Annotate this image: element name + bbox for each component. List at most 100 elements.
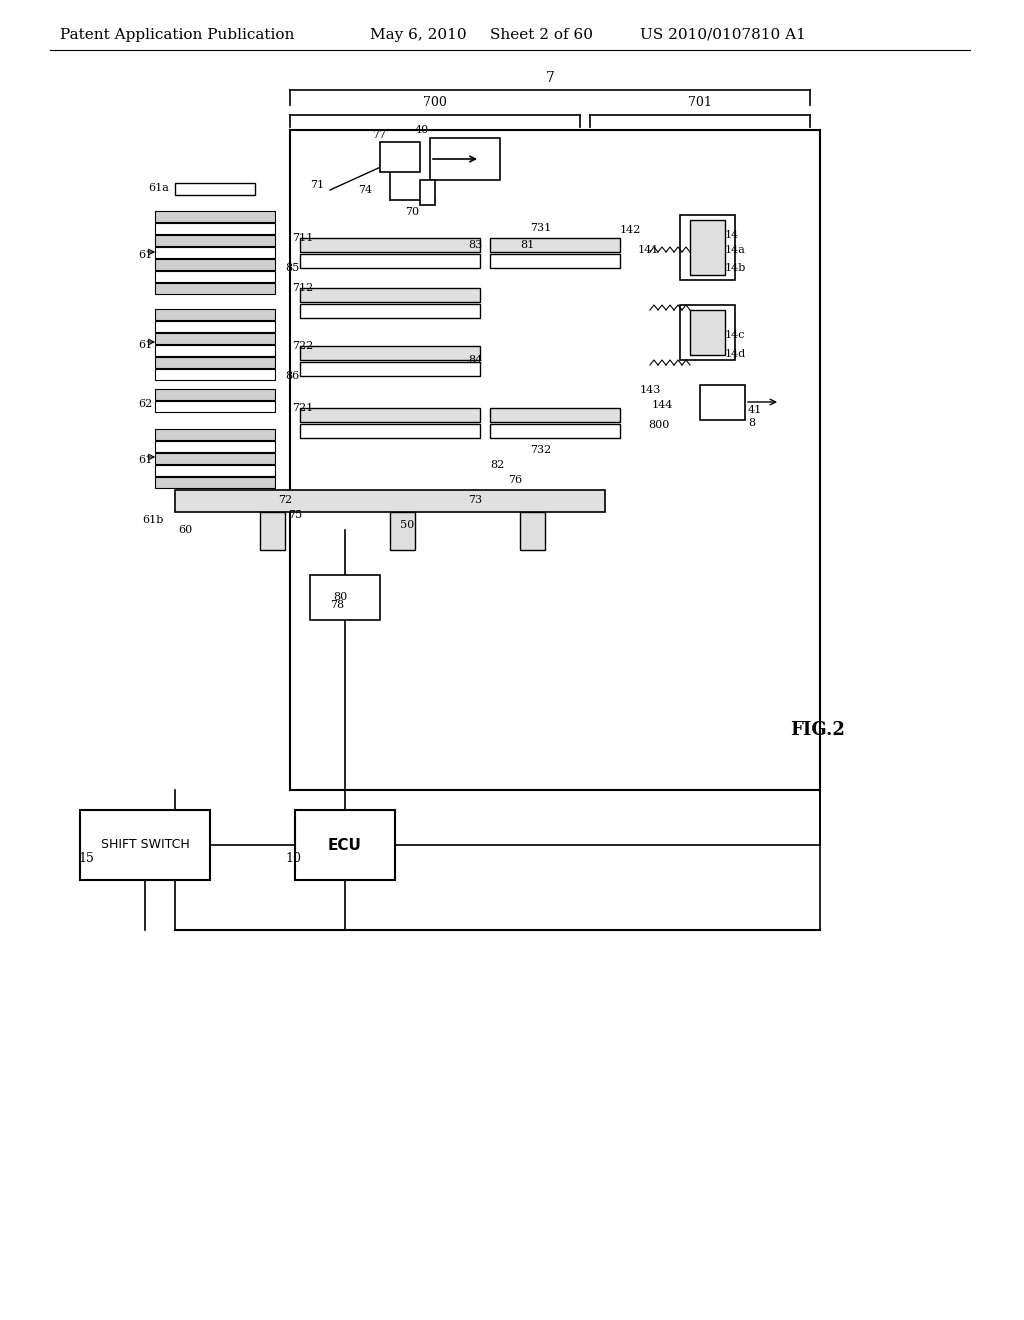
FancyBboxPatch shape <box>490 253 620 268</box>
Text: 8: 8 <box>748 418 755 428</box>
Text: ECU: ECU <box>328 837 361 853</box>
FancyBboxPatch shape <box>155 247 275 257</box>
FancyBboxPatch shape <box>155 370 275 380</box>
FancyBboxPatch shape <box>300 346 480 360</box>
Text: 77: 77 <box>372 129 386 140</box>
Text: 141: 141 <box>638 246 659 255</box>
Text: 70: 70 <box>406 207 419 216</box>
FancyBboxPatch shape <box>310 576 380 620</box>
FancyBboxPatch shape <box>155 282 275 294</box>
FancyBboxPatch shape <box>80 810 210 880</box>
Text: 50: 50 <box>400 520 415 531</box>
Text: 14a: 14a <box>725 246 745 255</box>
Text: 61: 61 <box>138 341 153 350</box>
FancyBboxPatch shape <box>155 401 275 412</box>
Text: 14c: 14c <box>725 330 745 341</box>
Text: 14: 14 <box>725 230 739 240</box>
Text: 80: 80 <box>333 591 347 602</box>
Text: 71: 71 <box>310 180 325 190</box>
Text: 86: 86 <box>285 371 299 381</box>
Text: 14d: 14d <box>725 348 746 359</box>
Text: 61a: 61a <box>148 183 169 193</box>
Text: 72: 72 <box>278 495 292 506</box>
Text: 74: 74 <box>358 185 372 195</box>
FancyBboxPatch shape <box>155 356 275 368</box>
Text: US 2010/0107810 A1: US 2010/0107810 A1 <box>640 28 806 42</box>
Text: 15: 15 <box>78 851 94 865</box>
Text: 14b: 14b <box>725 263 746 273</box>
Text: 81: 81 <box>520 240 535 249</box>
Text: 7: 7 <box>546 71 554 84</box>
FancyBboxPatch shape <box>260 512 285 550</box>
FancyBboxPatch shape <box>155 333 275 345</box>
FancyBboxPatch shape <box>155 441 275 451</box>
Text: 732: 732 <box>530 445 551 455</box>
FancyBboxPatch shape <box>300 408 480 422</box>
Text: 144: 144 <box>652 400 674 411</box>
FancyBboxPatch shape <box>490 424 620 438</box>
Text: 700: 700 <box>423 96 446 110</box>
Text: 143: 143 <box>640 385 662 395</box>
FancyBboxPatch shape <box>175 490 605 512</box>
Text: 75: 75 <box>288 510 302 520</box>
FancyBboxPatch shape <box>155 465 275 477</box>
Text: 61: 61 <box>138 249 153 260</box>
Text: 85: 85 <box>285 263 299 273</box>
FancyBboxPatch shape <box>155 235 275 246</box>
Text: 61: 61 <box>138 455 153 465</box>
Text: 82: 82 <box>490 459 504 470</box>
Text: Patent Application Publication: Patent Application Publication <box>60 28 294 42</box>
Text: 721: 721 <box>292 403 313 413</box>
FancyBboxPatch shape <box>155 453 275 465</box>
FancyBboxPatch shape <box>690 220 725 275</box>
FancyBboxPatch shape <box>155 321 275 333</box>
Text: 800: 800 <box>648 420 670 430</box>
Text: 731: 731 <box>530 223 551 234</box>
FancyBboxPatch shape <box>490 238 620 252</box>
FancyBboxPatch shape <box>390 512 415 550</box>
FancyBboxPatch shape <box>300 238 480 252</box>
Text: 142: 142 <box>620 224 641 235</box>
FancyBboxPatch shape <box>155 345 275 356</box>
FancyBboxPatch shape <box>300 424 480 438</box>
Text: 10: 10 <box>285 851 301 865</box>
FancyBboxPatch shape <box>155 389 275 400</box>
FancyBboxPatch shape <box>430 139 500 180</box>
Text: Sheet 2 of 60: Sheet 2 of 60 <box>490 28 593 42</box>
FancyBboxPatch shape <box>680 305 735 360</box>
FancyBboxPatch shape <box>175 183 255 195</box>
FancyBboxPatch shape <box>300 362 480 376</box>
FancyBboxPatch shape <box>490 408 620 422</box>
FancyBboxPatch shape <box>300 253 480 268</box>
Text: 40: 40 <box>415 125 429 135</box>
FancyBboxPatch shape <box>420 180 435 205</box>
Text: 41: 41 <box>748 405 762 414</box>
Text: May 6, 2010: May 6, 2010 <box>370 28 467 42</box>
Text: 701: 701 <box>688 96 712 110</box>
Text: 60: 60 <box>178 525 193 535</box>
FancyBboxPatch shape <box>155 211 275 222</box>
FancyBboxPatch shape <box>300 288 480 302</box>
Text: 61b: 61b <box>142 515 164 525</box>
Text: 76: 76 <box>508 475 522 484</box>
Text: 62: 62 <box>138 399 153 409</box>
Text: FIG.2: FIG.2 <box>790 721 845 739</box>
FancyBboxPatch shape <box>690 310 725 355</box>
Text: SHIFT SWITCH: SHIFT SWITCH <box>100 838 189 851</box>
Text: 78: 78 <box>330 601 344 610</box>
FancyBboxPatch shape <box>155 259 275 271</box>
FancyBboxPatch shape <box>520 512 545 550</box>
FancyBboxPatch shape <box>155 477 275 488</box>
FancyBboxPatch shape <box>380 143 420 172</box>
Text: 711: 711 <box>292 234 313 243</box>
Text: 712: 712 <box>292 282 313 293</box>
Text: 722: 722 <box>292 341 313 351</box>
Text: 73: 73 <box>468 495 482 506</box>
FancyBboxPatch shape <box>155 429 275 440</box>
FancyBboxPatch shape <box>155 309 275 319</box>
FancyBboxPatch shape <box>700 385 745 420</box>
FancyBboxPatch shape <box>155 223 275 234</box>
FancyBboxPatch shape <box>680 215 735 280</box>
FancyBboxPatch shape <box>300 304 480 318</box>
Text: 84: 84 <box>468 355 482 366</box>
